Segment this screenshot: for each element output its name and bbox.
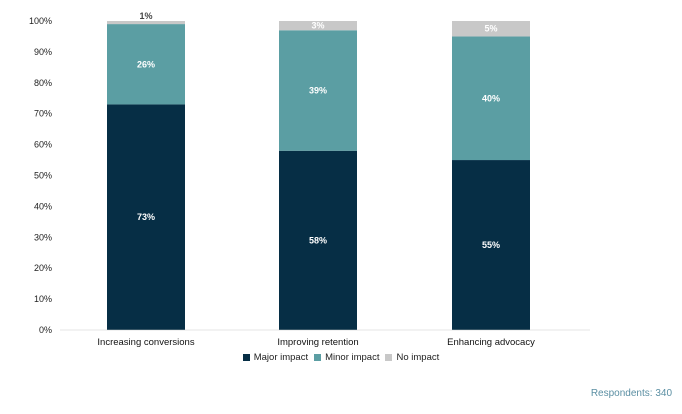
y-tick-label: 20% — [34, 263, 52, 273]
y-tick-label: 90% — [34, 47, 52, 57]
category-label: Improving retention — [277, 337, 358, 348]
legend-item: Major impact — [242, 352, 309, 363]
bar-segment-minor-impact — [279, 30, 357, 151]
data-label: 1% — [139, 11, 152, 21]
legend-item: Minor impact — [314, 352, 379, 363]
data-label: 55% — [482, 240, 500, 250]
stacked-bar-chart: 0% 10% 20% 30% 40% 50% 60% 70% 80% 90% 100% 73% 26% 1… — [29, 11, 590, 348]
data-label: 40% — [482, 93, 500, 103]
legend-item: No impact — [385, 352, 439, 363]
category-label: Increasing conversions — [97, 337, 194, 348]
legend-swatch — [242, 354, 250, 361]
legend-label: No impact — [396, 352, 440, 363]
respondents-note: Respondents: 340 — [590, 388, 672, 399]
bar-segment-no-impact — [279, 21, 357, 31]
legend: Major impact Minor impact No impact — [0, 352, 682, 364]
y-tick-label: 70% — [34, 109, 52, 119]
data-label: 5% — [484, 24, 497, 34]
data-label: 73% — [137, 212, 155, 222]
y-tick-label: 80% — [34, 78, 52, 88]
bar-segment-major-impact — [107, 104, 185, 331]
legend-swatch — [385, 354, 393, 361]
data-label: 39% — [309, 86, 327, 96]
legend-label: Major impact — [253, 352, 309, 363]
bar-segment-minor-impact — [107, 24, 185, 105]
y-tick-label: 100% — [29, 16, 52, 26]
bar-segment-no-impact — [107, 21, 185, 25]
bar-segment-no-impact — [452, 21, 530, 37]
y-tick-label: 60% — [34, 140, 52, 150]
data-label: 3% — [311, 21, 324, 31]
y-tick-label: 40% — [34, 201, 52, 211]
legend-label: Minor impact — [325, 352, 380, 363]
y-tick-label: 50% — [34, 171, 52, 181]
data-label: 26% — [137, 59, 155, 69]
y-tick-label: 0% — [39, 325, 52, 335]
y-tick-label: 30% — [34, 232, 52, 242]
bar-segment-major-impact — [452, 160, 530, 330]
data-label: 58% — [309, 235, 327, 245]
legend-swatch — [314, 354, 322, 361]
bar-segment-minor-impact — [452, 36, 530, 161]
y-tick-label: 10% — [34, 294, 52, 304]
category-label: Enhancing advocacy — [447, 337, 535, 348]
bar-segment-major-impact — [279, 150, 357, 330]
